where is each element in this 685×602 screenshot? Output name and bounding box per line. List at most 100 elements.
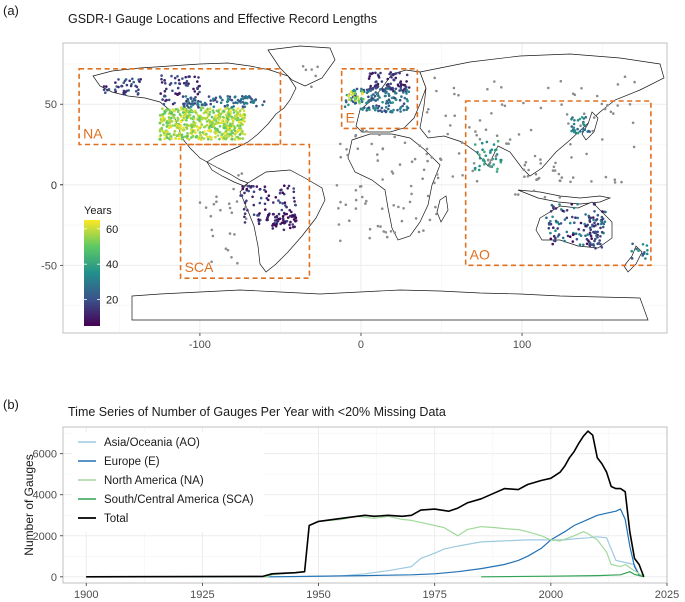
gauge-point xyxy=(592,243,595,246)
gauge-point xyxy=(478,156,482,160)
gauge-point xyxy=(435,212,438,216)
gauge-point xyxy=(208,110,212,114)
gauge-point xyxy=(242,207,246,211)
gauge-point xyxy=(418,144,422,148)
gauge-point xyxy=(483,150,486,154)
gauge-point xyxy=(551,215,554,219)
gauge-point xyxy=(593,210,596,213)
gauge-point xyxy=(393,231,397,234)
gauge-point xyxy=(262,100,266,103)
region-box-ao xyxy=(464,100,652,267)
gauge-point xyxy=(523,175,526,178)
gauge-point xyxy=(176,124,179,127)
timeseries-y-tick-label: 2000 xyxy=(33,531,57,543)
gauge-point xyxy=(231,137,234,141)
gauge-point xyxy=(584,234,587,237)
gauge-point xyxy=(188,75,191,78)
gauge-point xyxy=(215,131,218,134)
timeseries-lines xyxy=(86,430,645,578)
timeseries-y-tick-label: 0 xyxy=(51,572,57,584)
gauge-point xyxy=(173,129,177,133)
gauge-point xyxy=(254,98,257,102)
gauge-point xyxy=(243,221,247,224)
gauge-point xyxy=(257,218,260,221)
gauge-point xyxy=(632,145,636,149)
gauge-point xyxy=(235,114,239,117)
gauge-point xyxy=(191,103,195,106)
gauge-point xyxy=(239,137,242,140)
gauge-point xyxy=(193,90,197,93)
gauge-point xyxy=(425,147,429,151)
gauge-point xyxy=(263,202,267,206)
gauge-point xyxy=(210,115,214,119)
gauge-point xyxy=(556,227,559,230)
gauge-point xyxy=(172,114,175,118)
timeseries-x-tick-label: 2025 xyxy=(655,589,679,601)
timeseries-x-tick-label: 1975 xyxy=(422,589,446,601)
gauge-point xyxy=(189,96,193,100)
gauge-point xyxy=(226,128,230,131)
gauge-point xyxy=(539,158,542,161)
gauge-point xyxy=(252,101,255,104)
gauge-point xyxy=(279,222,282,226)
gauge-point xyxy=(394,98,398,102)
gauge-point xyxy=(347,98,351,102)
gauge-point xyxy=(616,104,619,107)
gauge-point xyxy=(190,136,193,139)
gauge-point xyxy=(426,159,429,163)
gauge-point xyxy=(592,218,595,222)
gauge-point xyxy=(387,92,390,96)
gauge-point xyxy=(184,84,188,87)
gauge-point xyxy=(212,111,215,114)
gauge-point xyxy=(220,121,224,124)
gauge-point xyxy=(596,213,600,217)
gauge-point xyxy=(410,160,414,163)
gauge-point xyxy=(473,143,477,146)
gauge-point xyxy=(559,79,563,83)
gauge-point xyxy=(178,92,181,96)
gauge-point xyxy=(527,168,530,172)
gauge-point xyxy=(554,207,558,210)
gauge-point xyxy=(288,223,291,227)
gauge-point xyxy=(344,203,348,206)
legend-label: Europe (E) xyxy=(104,456,160,468)
gauge-point xyxy=(197,106,200,109)
gauge-point xyxy=(343,105,347,108)
gauge-point xyxy=(222,136,225,139)
timeseries-title: Time Series of Number of Gauges Per Year… xyxy=(68,405,446,419)
gauge-point xyxy=(389,101,393,105)
gauge-point xyxy=(353,92,357,95)
gauge-point xyxy=(128,79,131,83)
gauge-point xyxy=(244,217,248,220)
gauge-point xyxy=(589,216,593,220)
gauge-point xyxy=(258,188,262,191)
gauge-point xyxy=(394,72,397,76)
gauge-point xyxy=(230,211,234,214)
gauge-point xyxy=(581,130,584,133)
gauge-point xyxy=(218,137,221,141)
gauge-point xyxy=(372,106,375,110)
gauge-point xyxy=(410,192,413,196)
gauge-point xyxy=(488,161,492,164)
gauge-point xyxy=(226,95,230,98)
gauge-point xyxy=(276,219,280,223)
gauge-point xyxy=(613,181,617,184)
gauge-point xyxy=(137,78,140,81)
gauge-point xyxy=(218,95,222,98)
gauge-point xyxy=(446,132,450,136)
africa-outline xyxy=(347,133,441,241)
gauge-point xyxy=(553,169,557,172)
gauge-point xyxy=(206,135,209,139)
gauge-point xyxy=(198,116,201,119)
gauge-point xyxy=(433,76,437,80)
gauge-point xyxy=(241,129,244,133)
gauge-point xyxy=(384,231,388,234)
gauge-point xyxy=(596,230,599,234)
gauge-point xyxy=(184,135,187,138)
gauge-point xyxy=(209,129,213,132)
gauge-point xyxy=(203,101,207,105)
gauge-point xyxy=(201,106,205,110)
gauge-point xyxy=(390,110,394,114)
gauge-point xyxy=(228,124,232,127)
legend-label: South/Central America (SCA) xyxy=(104,494,254,506)
